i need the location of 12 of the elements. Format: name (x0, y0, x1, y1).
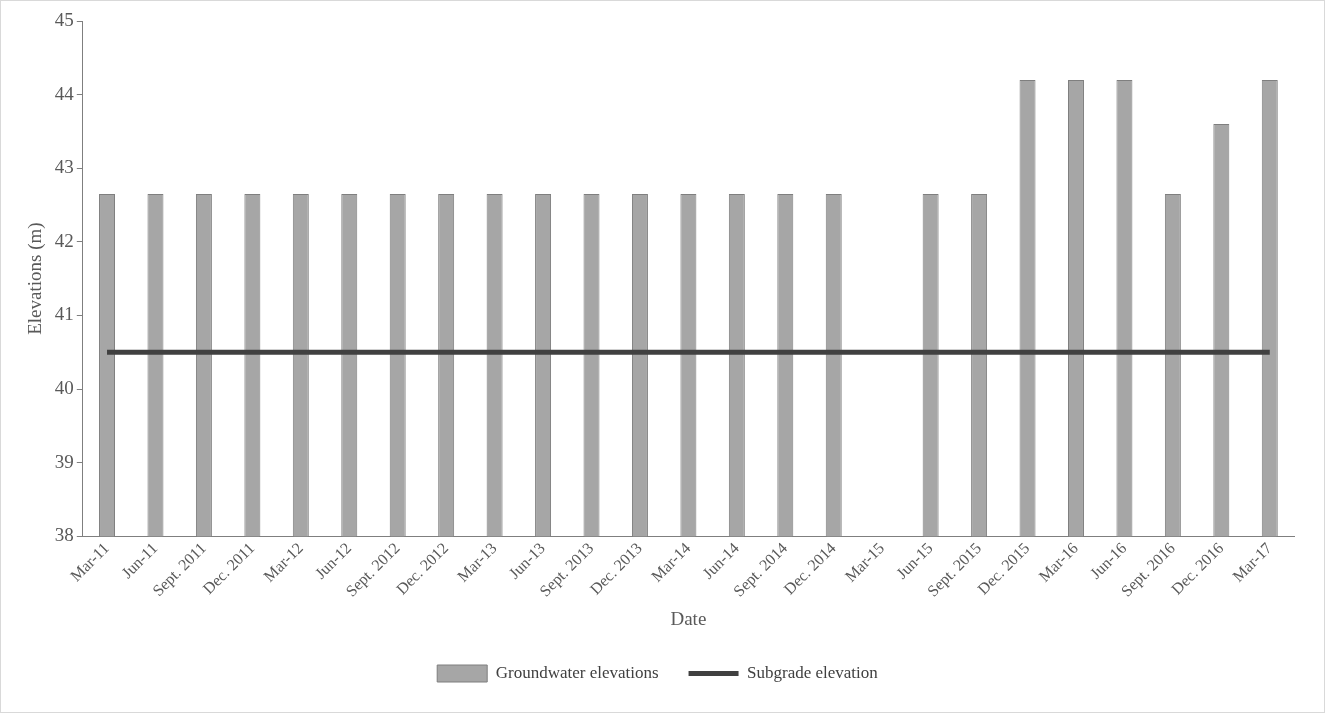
y-tick-label: 42 (54, 229, 74, 251)
y-tick-label: 44 (54, 82, 75, 104)
y-tick-label: 43 (54, 156, 74, 178)
y-axis-title: Elevations (m) (24, 222, 47, 335)
legend-label: Groundwater elevations (495, 662, 659, 682)
y-tick-label: 38 (54, 524, 74, 546)
legend-label: Subgrade elevation (747, 662, 879, 682)
x-axis-title: Date (670, 607, 707, 629)
y-tick-label: 45 (54, 8, 74, 30)
y-tick-label: 41 (54, 303, 74, 325)
y-tick-label: 39 (54, 450, 74, 472)
y-tick-label: 40 (54, 377, 74, 398)
